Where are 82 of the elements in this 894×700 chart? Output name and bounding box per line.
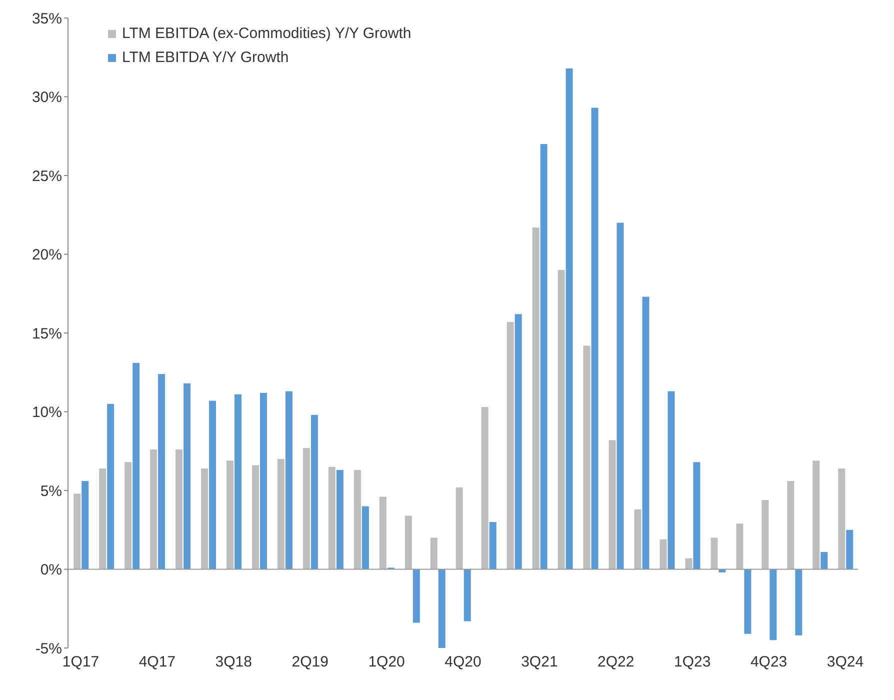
- bar: [464, 569, 471, 622]
- bar: [660, 539, 667, 570]
- y-tick-label: -5%: [35, 640, 62, 658]
- bar: [328, 466, 336, 570]
- bar: [583, 346, 590, 570]
- bar: [558, 270, 565, 570]
- bar: [336, 470, 344, 570]
- legend-label: LTM EBITDA Y/Y Growth: [122, 48, 289, 68]
- y-tick-label: 15%: [32, 325, 62, 342]
- bar: [99, 468, 106, 570]
- bar: [506, 322, 514, 570]
- bar: [744, 569, 752, 634]
- bar: [362, 506, 369, 570]
- bar: [540, 144, 548, 570]
- bar: [82, 481, 89, 570]
- bar: [787, 481, 794, 570]
- bar: [566, 68, 573, 570]
- x-tick-label: 4Q17: [138, 654, 176, 671]
- bar: [379, 496, 386, 570]
- bar: [846, 530, 854, 570]
- x-tick-label: 1Q17: [62, 654, 100, 671]
- y-tick-label: 35%: [32, 10, 62, 28]
- x-tick-label: 1Q23: [674, 654, 711, 671]
- bar: [642, 296, 650, 570]
- bar: [812, 460, 820, 570]
- bar: [820, 552, 828, 570]
- x-tick-label: 2Q19: [292, 654, 328, 671]
- bar: [795, 569, 802, 636]
- bar: [74, 494, 81, 570]
- bar: [430, 538, 438, 570]
- bar: [481, 407, 488, 570]
- bar: [302, 448, 310, 570]
- bar: [158, 374, 166, 570]
- y-tick-label: 20%: [32, 246, 62, 264]
- bar: [277, 459, 284, 570]
- bar: [634, 509, 642, 570]
- y-tick-label: 10%: [32, 404, 62, 422]
- y-tick-label: 25%: [32, 168, 62, 185]
- bar: [438, 569, 446, 648]
- x-tick-label: 4Q23: [750, 654, 788, 671]
- bar: [591, 108, 598, 570]
- bar: [838, 468, 846, 570]
- bar: [132, 362, 140, 570]
- bar: [285, 391, 292, 570]
- bar: [209, 400, 216, 570]
- bar: [310, 414, 318, 570]
- bar: [693, 462, 700, 570]
- bar: [412, 569, 420, 623]
- bar: [226, 460, 234, 570]
- bar: [608, 440, 616, 570]
- x-tick-label: 3Q24: [826, 654, 864, 671]
- bar: [252, 465, 259, 570]
- bar: [260, 392, 267, 570]
- bar: [762, 500, 769, 570]
- y-tick-label: 5%: [40, 482, 62, 500]
- bar: [354, 470, 361, 570]
- x-tick-label: 2Q22: [598, 654, 634, 671]
- bar: [770, 569, 777, 640]
- bar: [201, 468, 208, 570]
- bar: [107, 404, 114, 570]
- bar: [685, 558, 692, 570]
- bar: [404, 516, 412, 570]
- bar: [616, 222, 624, 570]
- bar: [668, 391, 675, 570]
- bar: [124, 462, 132, 570]
- legend-label: LTM EBITDA (ex-Commodities) Y/Y Growth: [122, 24, 412, 44]
- bar: [736, 524, 744, 570]
- bar: [456, 487, 463, 570]
- bar: [176, 450, 183, 570]
- bar: [184, 383, 191, 570]
- x-tick-label: 3Q18: [215, 654, 252, 671]
- x-tick-label: 1Q20: [368, 654, 405, 671]
- y-tick-label: 30%: [32, 89, 62, 106]
- y-tick-label: 0%: [40, 562, 62, 579]
- bar: [489, 522, 496, 570]
- bar: [514, 314, 522, 570]
- x-tick-label: 3Q21: [521, 654, 558, 671]
- bar: [150, 450, 158, 570]
- bar: [234, 394, 242, 570]
- x-tick-label: 4Q20: [444, 654, 482, 671]
- bar: [532, 227, 540, 570]
- bar: [710, 538, 718, 570]
